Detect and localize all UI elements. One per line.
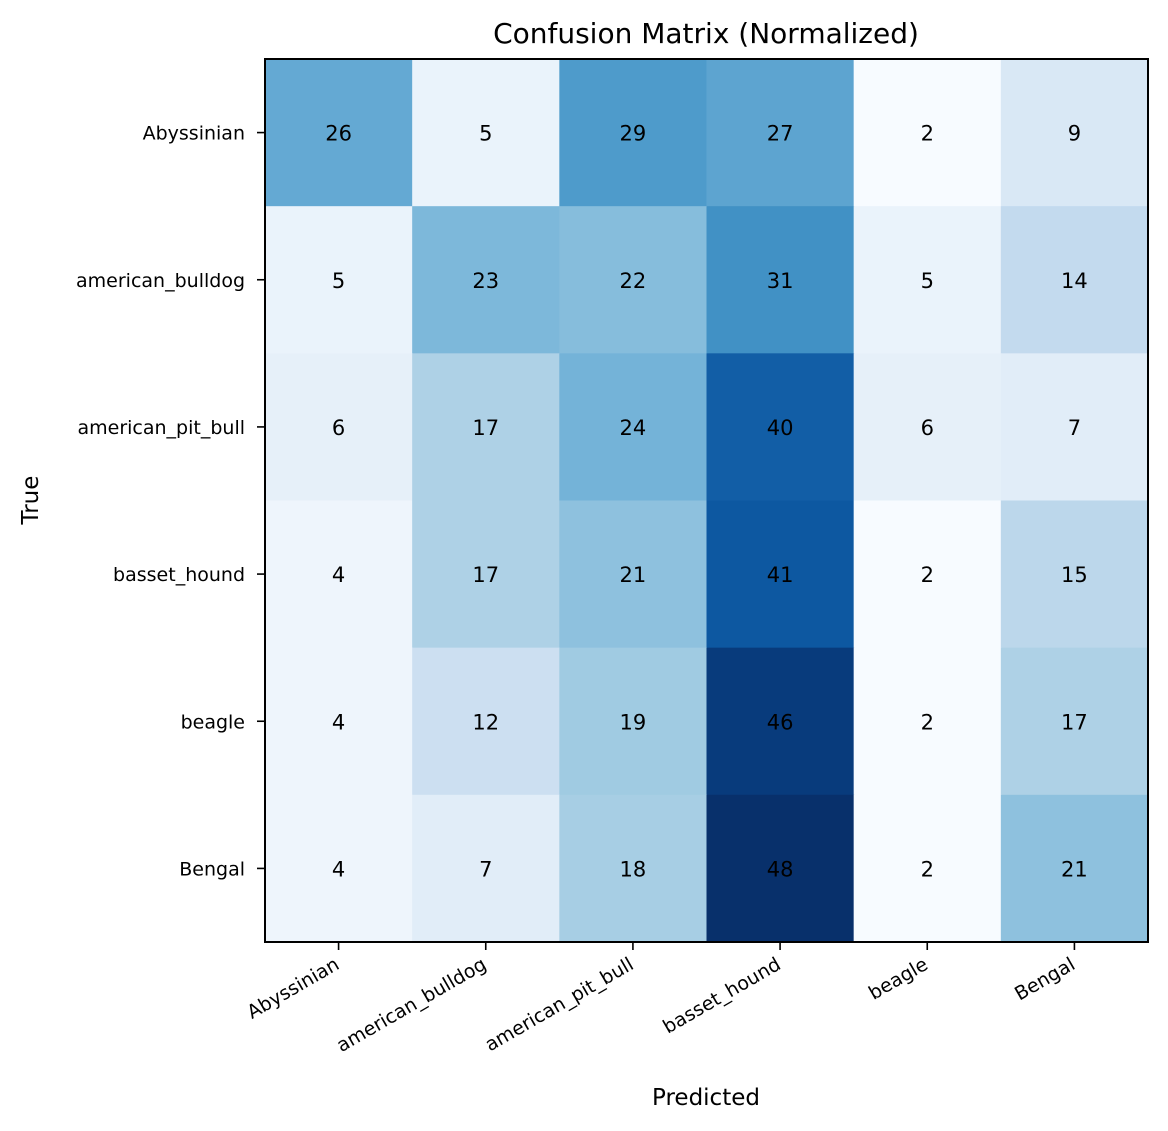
heatmap-cell-r5-c5	[1000, 794, 1149, 943]
heatmap-cell-r4-c3	[706, 647, 855, 796]
y-tick-label-3: basset_hound	[113, 564, 245, 586]
cell-value-r0-c5: 9	[1068, 122, 1081, 146]
heatmap-cell-r0-c0	[265, 59, 413, 207]
heatmap-cell-r1-c5	[1000, 206, 1149, 354]
heatmap-cell-r3-c3	[706, 500, 855, 649]
x-tick-label-4: beagle	[865, 953, 932, 1004]
x-tick-label-0: Abyssinian	[243, 953, 343, 1023]
heatmap-cell-r2-c1	[412, 353, 560, 502]
cell-value-r1-c3: 31	[767, 269, 794, 293]
cell-value-r1-c1: 23	[472, 269, 499, 293]
heatmap-cell-r1-c3	[706, 206, 855, 354]
cell-value-r5-c3: 48	[767, 857, 794, 881]
cell-value-r4-c0: 4	[332, 710, 345, 734]
heatmap-cell-r1-c1	[412, 206, 560, 354]
cell-value-r2-c0: 6	[332, 416, 345, 440]
heatmap-cell-r5-c4	[853, 794, 1002, 943]
x-tick-label-2: american_pit_bull	[481, 953, 637, 1056]
heatmap-cell-r1-c0	[265, 206, 413, 354]
cell-value-r1-c5: 14	[1061, 269, 1088, 293]
cell-value-r0-c4: 2	[921, 122, 934, 146]
cell-value-r3-c3: 41	[767, 563, 794, 587]
cell-value-labels: 26 5 29 27 2 95 23 22 31 5 146 17 24 40 6 74 17 21 41 2 154 1…	[325, 122, 1088, 882]
cell-value-r1-c0: 5	[332, 269, 345, 293]
heatmap-cell-r3-c2	[559, 500, 708, 649]
heatmap-cell-r3-c0	[265, 500, 413, 649]
heatmap-cell-r0-c4	[853, 59, 1002, 207]
cell-value-r2-c1: 17	[472, 416, 499, 440]
cell-value-r4-c2: 19	[620, 710, 647, 734]
heatmap-cell-r3-c4	[853, 500, 1002, 649]
cell-value-r1-c2: 22	[620, 269, 647, 293]
x-tick-label-5: Bengal	[1011, 953, 1079, 1005]
cell-value-r0-c1: 5	[479, 122, 492, 146]
cell-value-r5-c4: 2	[921, 857, 934, 881]
heatmap-cell-r2-c5	[1000, 353, 1149, 502]
cell-value-r3-c1: 17	[472, 563, 499, 587]
heatmap-cell-r4-c2	[559, 647, 708, 796]
heatmap-cell-r0-c5	[1000, 59, 1149, 207]
cell-value-r2-c2: 24	[620, 416, 647, 440]
heatmap-cell-r2-c3	[706, 353, 855, 502]
cell-value-r4-c5: 17	[1061, 710, 1088, 734]
cell-value-r4-c4: 2	[921, 710, 934, 734]
y-tick-label-0: Abyssinian	[143, 123, 245, 145]
cell-value-r5-c5: 21	[1061, 857, 1088, 881]
y-axis-label: True	[18, 476, 44, 526]
heatmap-cell-r5-c3	[706, 794, 855, 943]
cell-value-r0-c2: 29	[620, 122, 647, 146]
x-axis-ticks: Abyssinianamerican_bulldogamerican_pit_b…	[243, 942, 1079, 1057]
y-axis-ticks: Abyssinian american_bulldog american_pit_b…	[76, 123, 265, 880]
heatmap-cell-r3-c1	[412, 500, 560, 649]
cell-value-r5-c1: 7	[479, 857, 492, 881]
cell-value-r3-c2: 21	[620, 563, 647, 587]
cell-value-r2-c4: 6	[921, 416, 934, 440]
heatmap-cell-r2-c0	[265, 353, 413, 502]
heatmap-cell-r0-c3	[706, 59, 855, 207]
cell-value-r2-c5: 7	[1068, 416, 1081, 440]
cell-value-r1-c4: 5	[921, 269, 934, 293]
plot-frame	[264, 58, 1149, 943]
cell-value-r3-c5: 15	[1061, 563, 1088, 587]
x-tick-label-3: basset_hound	[659, 953, 784, 1038]
heatmap-cell-r0-c1	[412, 59, 560, 207]
x-tick-label-1: american_bulldog	[333, 953, 490, 1057]
cell-value-r4-c1: 12	[472, 710, 499, 734]
cell-value-r0-c3: 27	[767, 122, 794, 146]
heatmap-cell-r4-c1	[412, 647, 560, 796]
heatmap-cell-r5-c0	[265, 794, 413, 943]
heatmap-cell-r1-c4	[853, 206, 1002, 354]
cell-value-r5-c2: 18	[620, 857, 647, 881]
cell-value-r5-c0: 4	[332, 857, 345, 881]
heatmap-cell-r4-c0	[265, 647, 413, 796]
heatmap-cell-r3-c5	[1000, 500, 1149, 649]
y-tick-label-1: american_bulldog	[76, 270, 245, 292]
heatmap-cell-r5-c2	[559, 794, 708, 943]
x-axis-label: Predicted	[652, 1085, 760, 1111]
heatmap-cell-r4-c4	[853, 647, 1002, 796]
chart-title: Confusion Matrix (Normalized)	[493, 17, 919, 50]
y-tick-label-2: american_pit_bull	[77, 417, 245, 439]
heatmap-cell-r2-c4	[853, 353, 1002, 502]
heatmap-cell-r5-c1	[412, 794, 560, 943]
heatmap-cell-r1-c2	[559, 206, 708, 354]
heatmap-cell-r2-c2	[559, 353, 708, 502]
cell-value-r0-c0: 26	[325, 122, 352, 146]
heatmap-cells	[265, 59, 1149, 943]
y-tick-label-5: Bengal	[179, 858, 245, 880]
cell-value-r3-c4: 2	[921, 563, 934, 587]
cell-value-r2-c3: 40	[767, 416, 794, 440]
heatmap-cell-r4-c5	[1000, 647, 1149, 796]
cell-value-r3-c0: 4	[332, 563, 345, 587]
heatmap-cell-r0-c2	[559, 59, 708, 207]
cell-value-r4-c3: 46	[767, 710, 794, 734]
y-tick-label-4: beagle	[181, 711, 245, 733]
